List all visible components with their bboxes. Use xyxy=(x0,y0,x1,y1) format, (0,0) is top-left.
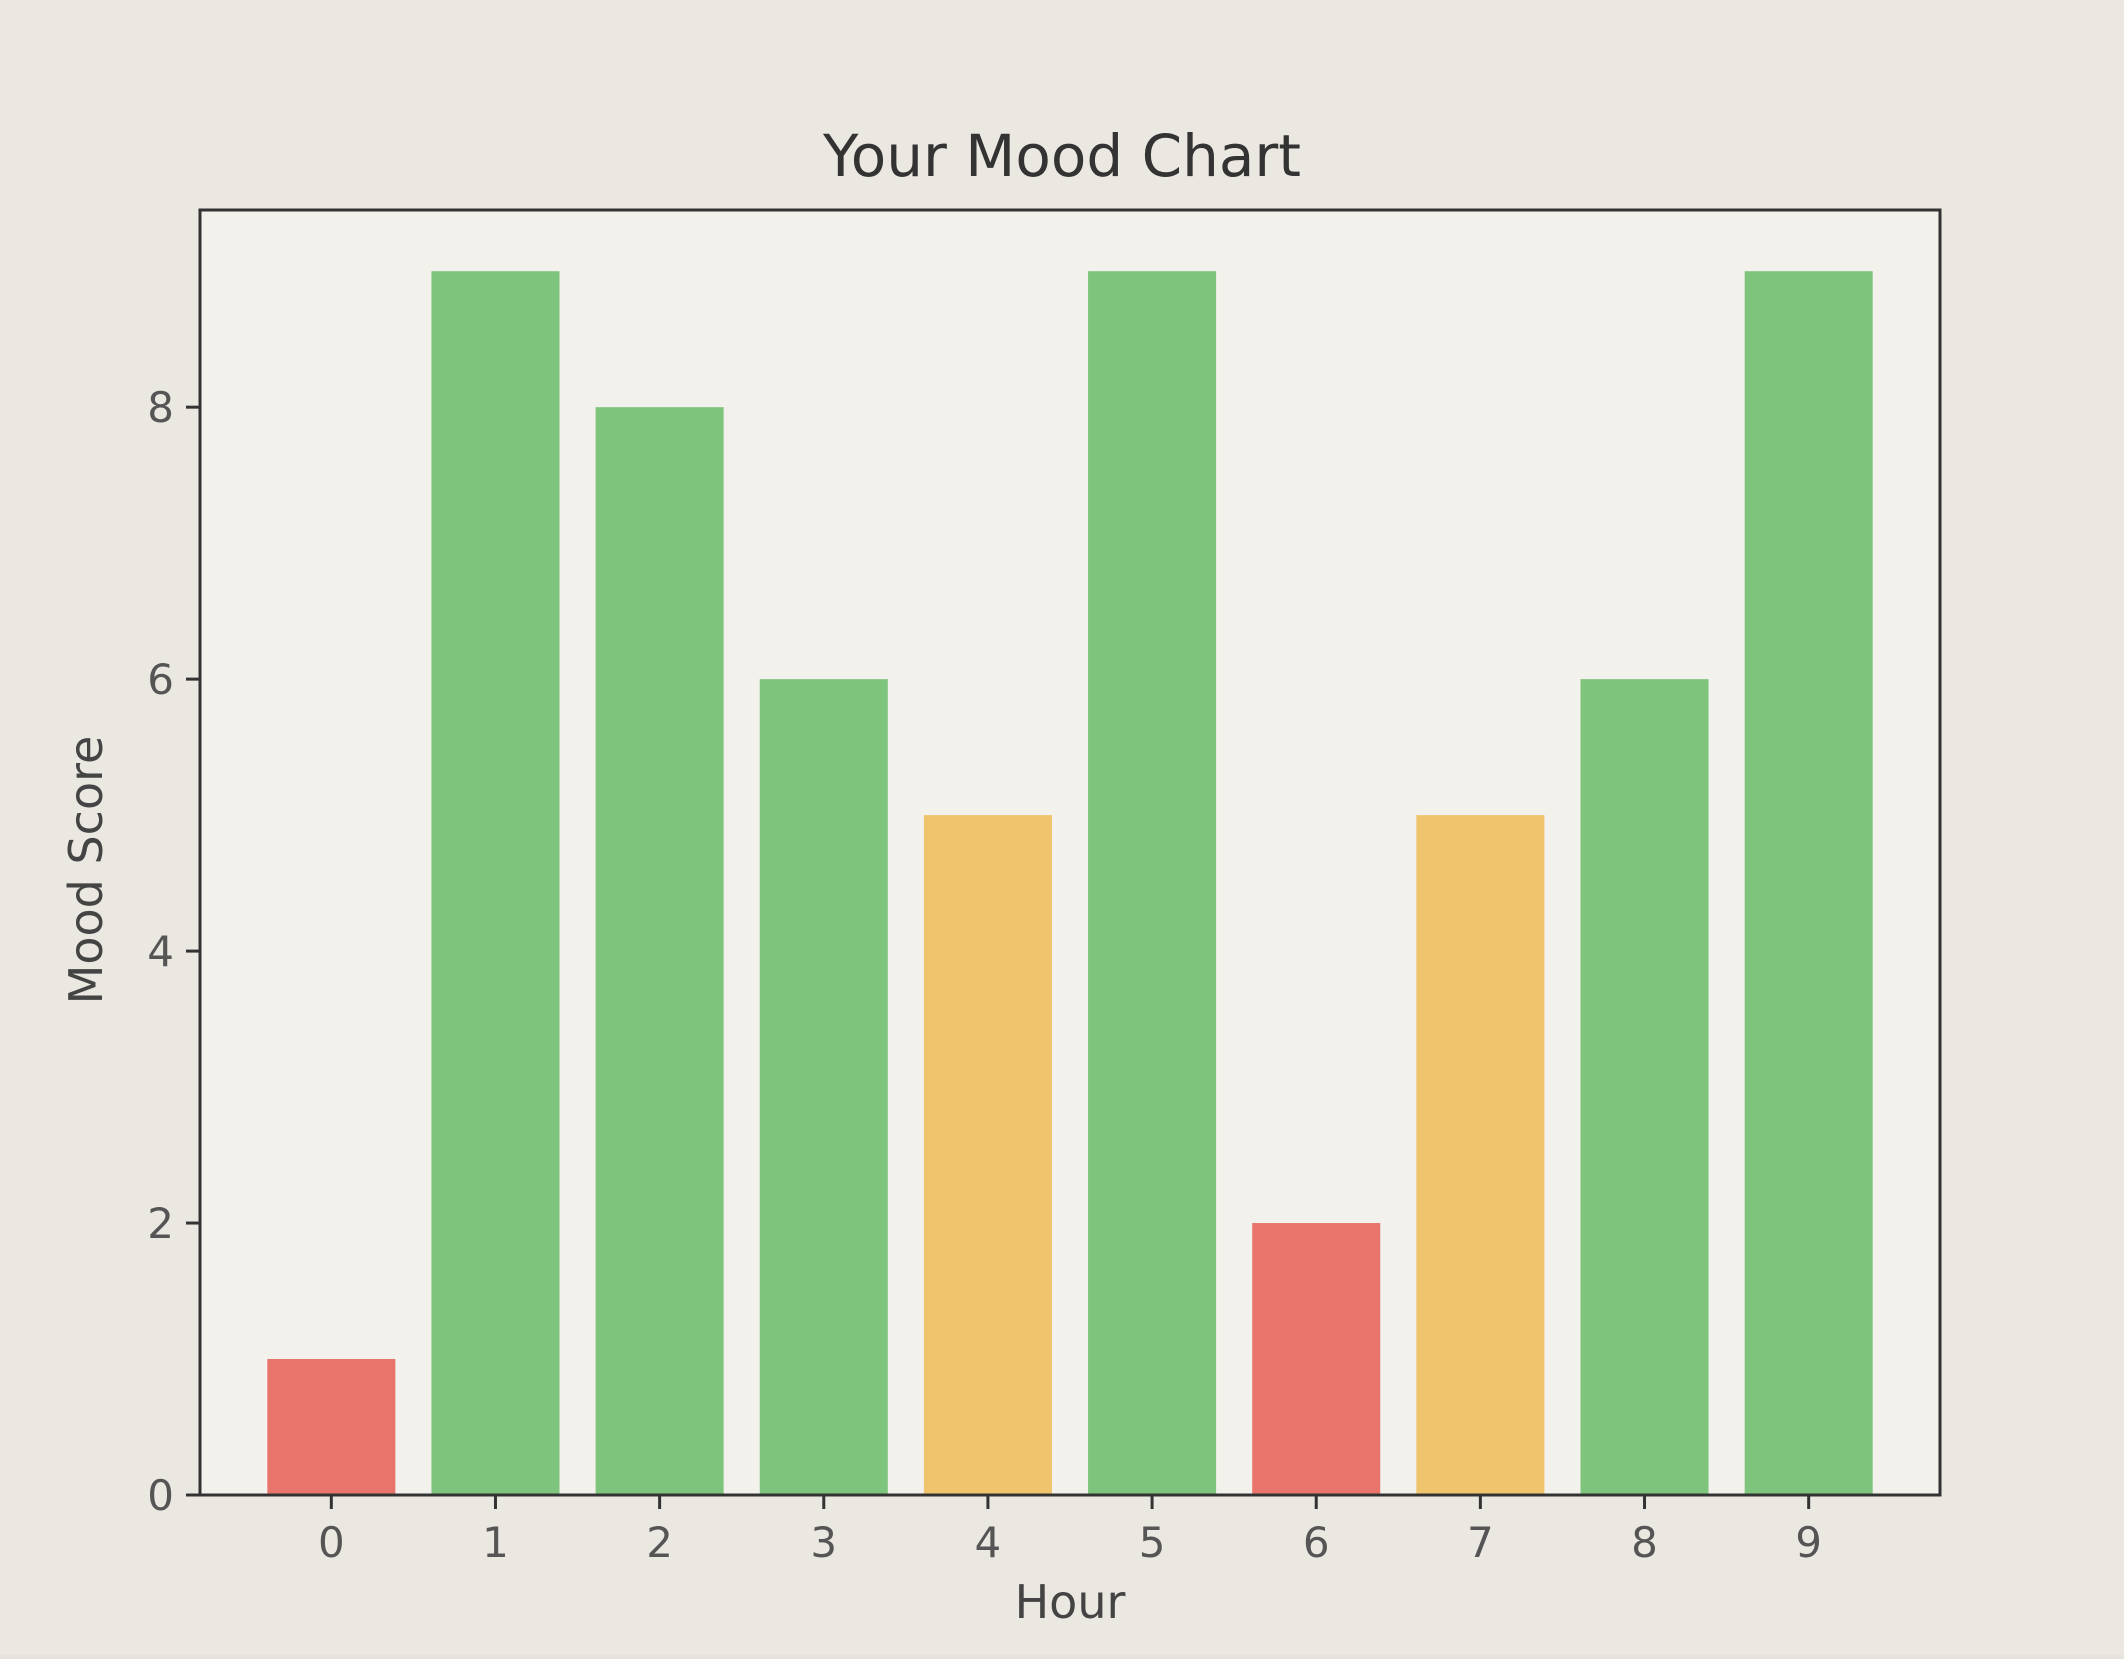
x-tick-label: 6 xyxy=(1303,1518,1330,1567)
y-tick-label: 0 xyxy=(147,1471,174,1520)
x-axis-label: Hour xyxy=(1015,1575,1126,1629)
bar-hour-9 xyxy=(1744,271,1873,1496)
bar-hour-8 xyxy=(1580,679,1709,1495)
plot-frame xyxy=(198,208,1942,1497)
bar-hour-6 xyxy=(1252,1223,1381,1495)
bar-hour-1 xyxy=(431,271,560,1496)
y-tick-label: 8 xyxy=(147,383,174,432)
x-tick-label: 4 xyxy=(975,1518,1002,1567)
bar-hour-4 xyxy=(923,815,1052,1495)
bar-hour-2 xyxy=(595,407,724,1495)
x-tick-label: 1 xyxy=(482,1518,509,1567)
bar-hour-5 xyxy=(1088,271,1217,1496)
y-tick-label: 4 xyxy=(147,927,174,976)
x-tick-label: 9 xyxy=(1795,1518,1822,1567)
y-tick-label: 6 xyxy=(147,655,174,704)
bar-hour-7 xyxy=(1416,815,1545,1495)
x-tick-label: 7 xyxy=(1467,1518,1494,1567)
x-tick-label: 0 xyxy=(318,1518,345,1567)
y-tick-label: 2 xyxy=(147,1199,174,1248)
y-axis-label: Mood Score xyxy=(59,736,113,1005)
bar-hour-0 xyxy=(267,1359,396,1495)
x-axis: 0 1 2 3 4 5 6 7 8 9 xyxy=(318,1495,1822,1567)
x-tick-label: 3 xyxy=(810,1518,837,1567)
x-tick-label: 8 xyxy=(1631,1518,1658,1567)
y-axis: 0 2 4 6 8 xyxy=(147,383,200,1520)
x-tick-label: 2 xyxy=(646,1518,673,1567)
bars-group xyxy=(267,271,1873,1496)
bar-hour-3 xyxy=(759,679,888,1495)
chart-title: Your Mood Chart xyxy=(822,122,1301,190)
x-tick-label: 5 xyxy=(1139,1518,1166,1567)
